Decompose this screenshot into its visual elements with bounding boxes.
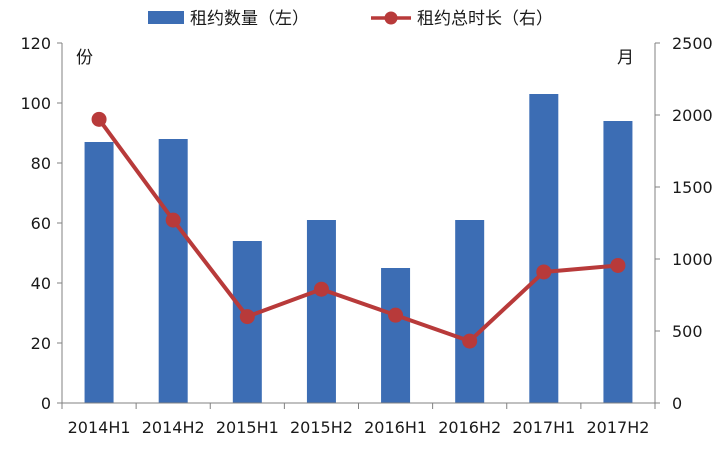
right-tick-label: 1500 [672, 178, 713, 197]
bar-2016H1 [381, 268, 411, 403]
x-tick-label: 2016H2 [438, 418, 501, 437]
right-tick-label: 500 [672, 322, 703, 341]
bar-2015H2 [306, 220, 336, 403]
left-axis-unit-label: 份 [76, 48, 93, 68]
left-tick-label: 80 [31, 154, 51, 173]
left-tick-label: 20 [31, 334, 51, 353]
legend-bar-label: 租约数量（左） [190, 9, 309, 29]
bar-2014H2 [158, 139, 188, 403]
line-series-path [97, 118, 619, 344]
line-point-2015H1 [239, 309, 255, 325]
legend-line-marker [384, 11, 398, 25]
left-tick-label: 40 [31, 274, 51, 293]
line-point-2014H2 [165, 212, 181, 228]
left-tick-label: 60 [31, 214, 51, 233]
line-point-2017H1 [536, 264, 552, 280]
line-point-2015H2 [313, 281, 329, 297]
x-tick-label: 2015H2 [290, 418, 353, 437]
right-tick-label: 1000 [672, 250, 713, 269]
line-point-2016H1 [388, 307, 404, 323]
x-tick-label: 2017H2 [586, 418, 649, 437]
x-tick-label: 2014H2 [142, 418, 205, 437]
bar-2016H2 [455, 220, 485, 403]
legend: 租约数量（左） 租约总时长（右） [148, 9, 553, 29]
x-tick-label: 2015H1 [216, 418, 279, 437]
line-point-2017H2 [610, 257, 626, 273]
x-tick-label: 2014H1 [68, 418, 131, 437]
right-tick-label: 2500 [672, 34, 713, 53]
plot-area: 0 20 40 60 80 100 120 0 500 1000 1500 2000 2500 2014H… [20, 34, 712, 437]
left-tick-label: 100 [20, 94, 51, 113]
right-axis-unit-label: 月 [617, 48, 634, 68]
legend-line-label: 租约总时长（右） [417, 9, 553, 29]
right-tick-label: 0 [672, 394, 682, 413]
bar-2014H1 [84, 142, 114, 403]
left-tick-label: 0 [41, 394, 51, 413]
left-tick-label: 120 [20, 34, 51, 53]
x-tick-label: 2017H1 [512, 418, 575, 437]
x-tick-label: 2016H1 [364, 418, 427, 437]
bar-2017H1 [529, 94, 559, 403]
legend-bar-swatch [148, 11, 184, 24]
right-tick-label: 2000 [672, 106, 713, 125]
line-point-2016H2 [462, 333, 478, 349]
line-point-2014H1 [91, 111, 107, 127]
